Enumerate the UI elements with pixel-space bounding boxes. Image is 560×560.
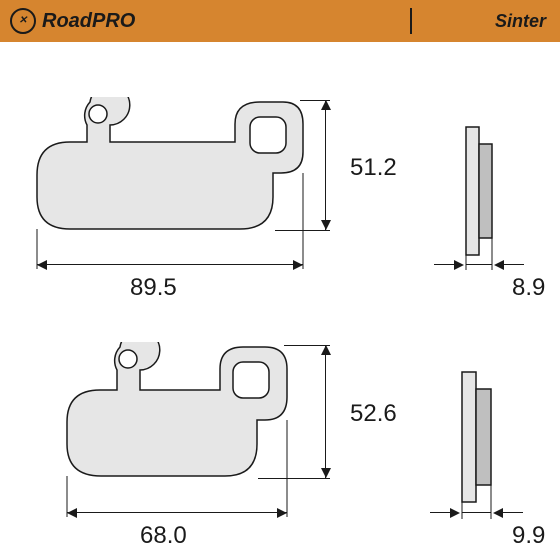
arrow-icon <box>321 345 331 355</box>
ext-line <box>275 230 330 231</box>
arrow-icon <box>321 100 331 110</box>
dim-label-top-width: 89.5 <box>130 274 177 302</box>
dim-line-bot-width <box>67 512 287 513</box>
header-bar: ✕ RoadPRO Sinter <box>0 0 560 42</box>
header-divider <box>410 8 412 34</box>
arrow-icon <box>494 260 504 270</box>
pad-bottom-side-icon <box>444 367 508 522</box>
dim-line-bot-height <box>325 345 326 478</box>
arrow-icon <box>454 260 464 270</box>
arrow-icon <box>450 508 460 518</box>
ext-line <box>430 512 450 513</box>
dim-label-bot-height: 52.6 <box>350 400 397 428</box>
dim-line-bot-thick <box>462 512 491 513</box>
dim-label-bot-width: 68.0 <box>140 522 187 550</box>
ext-line <box>434 264 454 265</box>
arrow-icon <box>37 260 47 270</box>
ext-line <box>258 478 330 479</box>
arrow-icon <box>321 220 331 230</box>
arrow-icon <box>493 508 503 518</box>
pad-top-front-icon <box>35 97 305 272</box>
arrow-icon <box>321 468 331 478</box>
diagram-area: 51.2 89.5 8.9 52.6 68.0 <box>0 42 560 560</box>
arrow-icon <box>293 260 303 270</box>
moto-master-logo-icon: ✕ <box>10 8 36 34</box>
ext-line <box>284 345 330 346</box>
pad-bottom-front-icon <box>65 342 290 520</box>
dim-line-top-height <box>325 100 326 230</box>
ext-line <box>503 512 523 513</box>
dim-line-top-width <box>37 264 303 265</box>
dim-label-bot-thick: 9.9 <box>512 522 545 550</box>
product-type: Sinter <box>495 11 546 32</box>
header-left: ✕ RoadPRO <box>10 8 135 34</box>
dim-label-top-thick: 8.9 <box>512 274 545 302</box>
arrow-icon <box>277 508 287 518</box>
brand-name: RoadPRO <box>42 10 135 33</box>
ext-line <box>300 100 330 101</box>
pad-top-side-icon <box>448 122 508 272</box>
ext-line <box>504 264 524 265</box>
dim-label-top-height: 51.2 <box>350 154 397 182</box>
dim-line-top-thick <box>466 264 492 265</box>
arrow-icon <box>67 508 77 518</box>
